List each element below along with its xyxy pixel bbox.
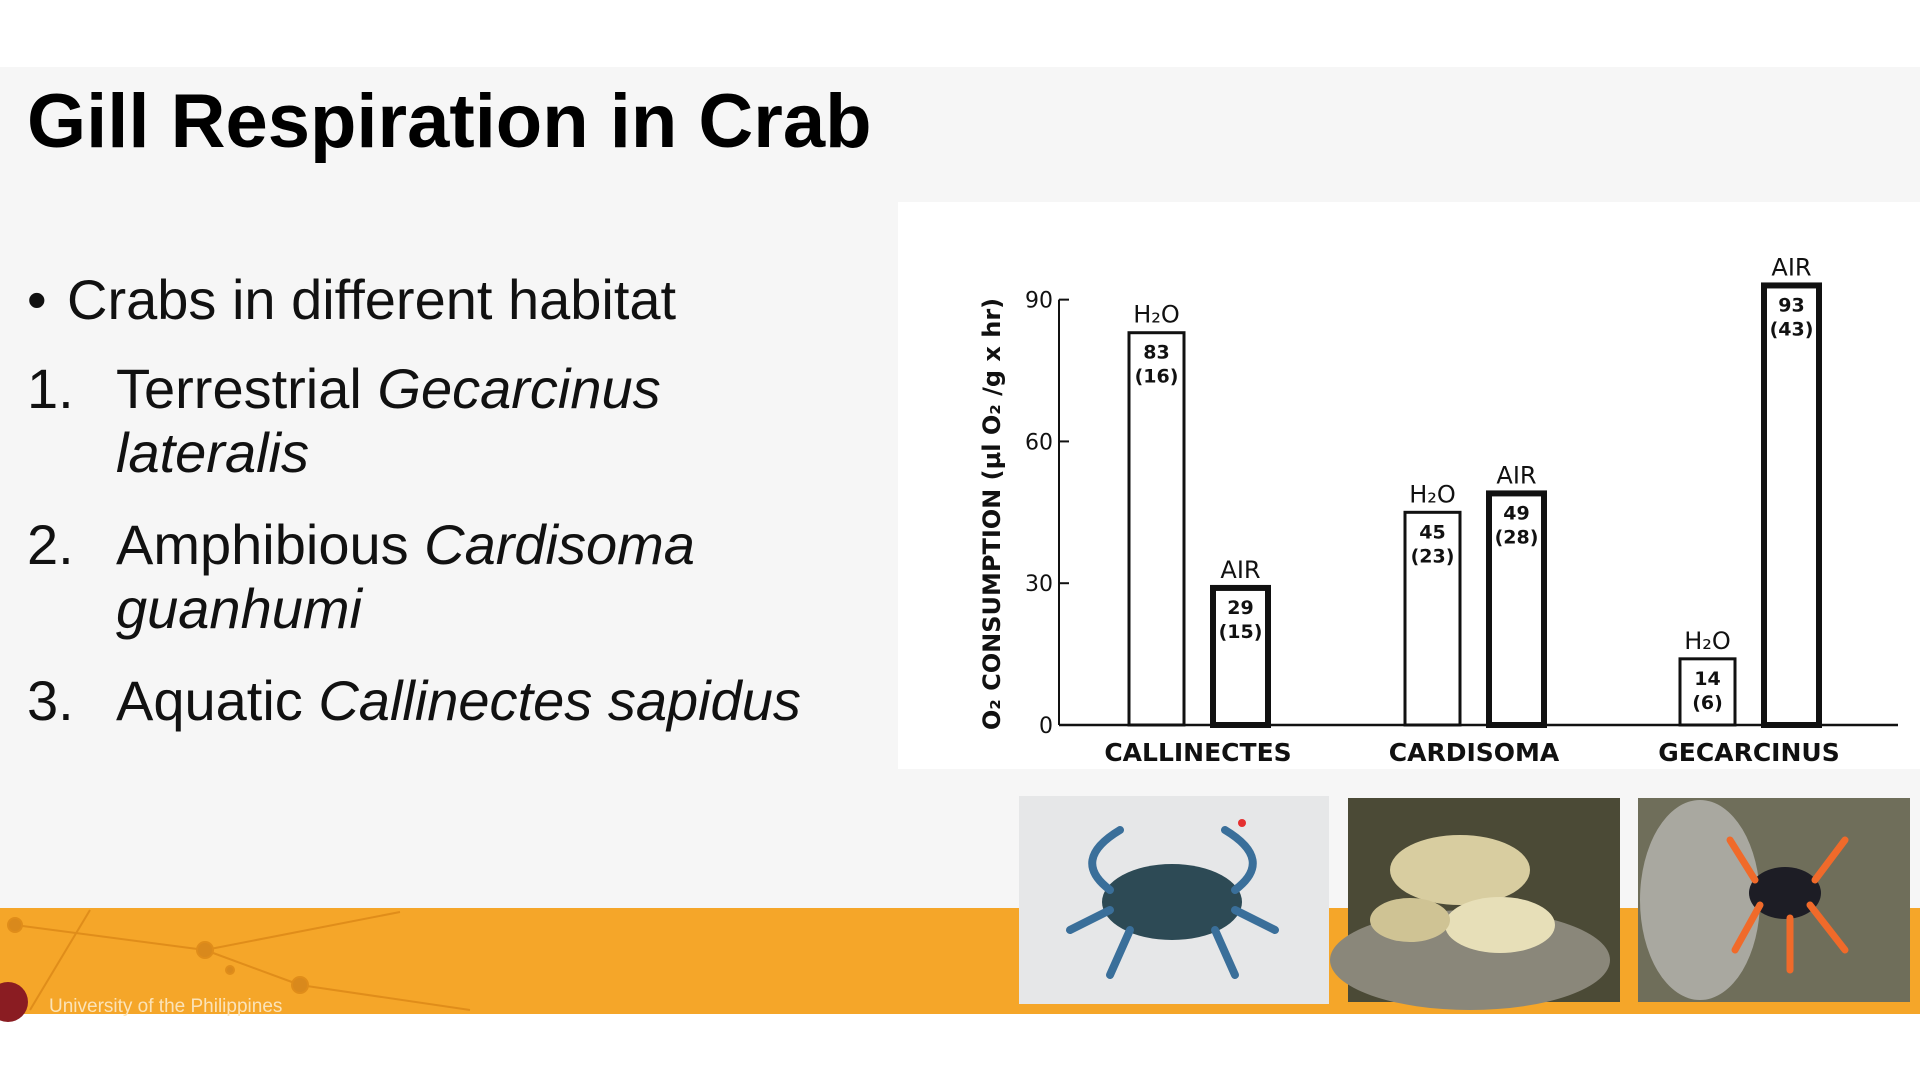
habitat: Amphibious — [116, 513, 409, 576]
item-marker: 1. — [27, 357, 74, 420]
item-line: Terrestrial Gecarcinus — [116, 357, 661, 420]
bar-series-label: H₂O — [1684, 627, 1731, 655]
bar-series-label: AIR — [1771, 253, 1811, 281]
y-tick-label: 30 — [1025, 572, 1053, 597]
bar-error-label: (15) — [1219, 621, 1263, 643]
bar-error-label: (43) — [1770, 318, 1814, 340]
species-list: 1. Terrestrial Gecarcinus lateralis 2. A… — [27, 357, 801, 732]
x-tick-label: GECARCINUS — [1658, 738, 1839, 767]
item-line: Aquatic Callinectes sapidus — [116, 669, 801, 732]
x-tick-label: CALLINECTES — [1104, 738, 1291, 767]
footer-band — [0, 908, 1920, 1014]
item-line: Amphibious Cardisoma — [116, 513, 695, 576]
bar — [1678, 657, 1737, 727]
bar-series-label: H₂O — [1409, 480, 1456, 508]
bullet-dot: • — [27, 268, 47, 331]
bar-error-label: (23) — [1411, 545, 1455, 567]
bar-series-label: H₂O — [1133, 301, 1180, 329]
bar-series-label: AIR — [1220, 556, 1260, 584]
habitat: Terrestrial — [116, 357, 362, 420]
bar — [1127, 331, 1186, 727]
y-tick-label: 90 — [1025, 289, 1053, 314]
bar-error-label: (6) — [1692, 692, 1723, 714]
photo-land-crab — [1330, 798, 1620, 1010]
bar-value-label: 14 — [1694, 668, 1720, 690]
bar-error-label: (28) — [1495, 526, 1539, 548]
genus: Gecarcinus — [377, 357, 660, 420]
bar-value-label: 45 — [1419, 521, 1445, 543]
species: sapidus — [608, 669, 801, 732]
y-tick-label: 60 — [1025, 430, 1053, 455]
item-marker: 3. — [27, 669, 74, 732]
y-axis-label: O₂ CONSUMPTION (µl O₂ /g x hr) — [978, 298, 1006, 730]
habitat: Aquatic — [116, 669, 303, 732]
x-tick-label: CARDISOMA — [1389, 738, 1560, 767]
bar-chart: 0 30 60 90 O₂ CONSUMPTION (µl O₂ /g x hr) CAL… — [978, 253, 1898, 767]
footer-text: University of the Philippines — [49, 996, 282, 1017]
bullet-text: Crabs in different habitat — [67, 268, 677, 331]
bar-error-label: (16) — [1135, 366, 1179, 388]
slide-title: Gill Respiration in Crab — [27, 79, 872, 164]
species: lateralis — [116, 421, 309, 484]
bar-value-label: 83 — [1143, 342, 1169, 364]
bar-value-label: 93 — [1778, 294, 1804, 316]
genus: Callinectes — [318, 669, 592, 732]
bar — [1210, 584, 1271, 728]
bar-value-label: 49 — [1503, 502, 1529, 524]
bar — [1761, 282, 1822, 728]
footer-network — [7, 909, 471, 1011]
bar-series-label: AIR — [1496, 461, 1536, 489]
bar-value-label: 29 — [1227, 597, 1253, 619]
y-tick-label: 0 — [1039, 714, 1053, 739]
logo — [0, 982, 28, 1022]
photo-red-crab — [1638, 798, 1910, 1002]
genus: Cardisoma — [424, 513, 695, 576]
bar — [1403, 510, 1462, 727]
species: guanhumi — [116, 577, 364, 640]
photo-blue-crab — [1019, 796, 1329, 1004]
bar — [1486, 490, 1547, 728]
item-marker: 2. — [27, 513, 74, 576]
